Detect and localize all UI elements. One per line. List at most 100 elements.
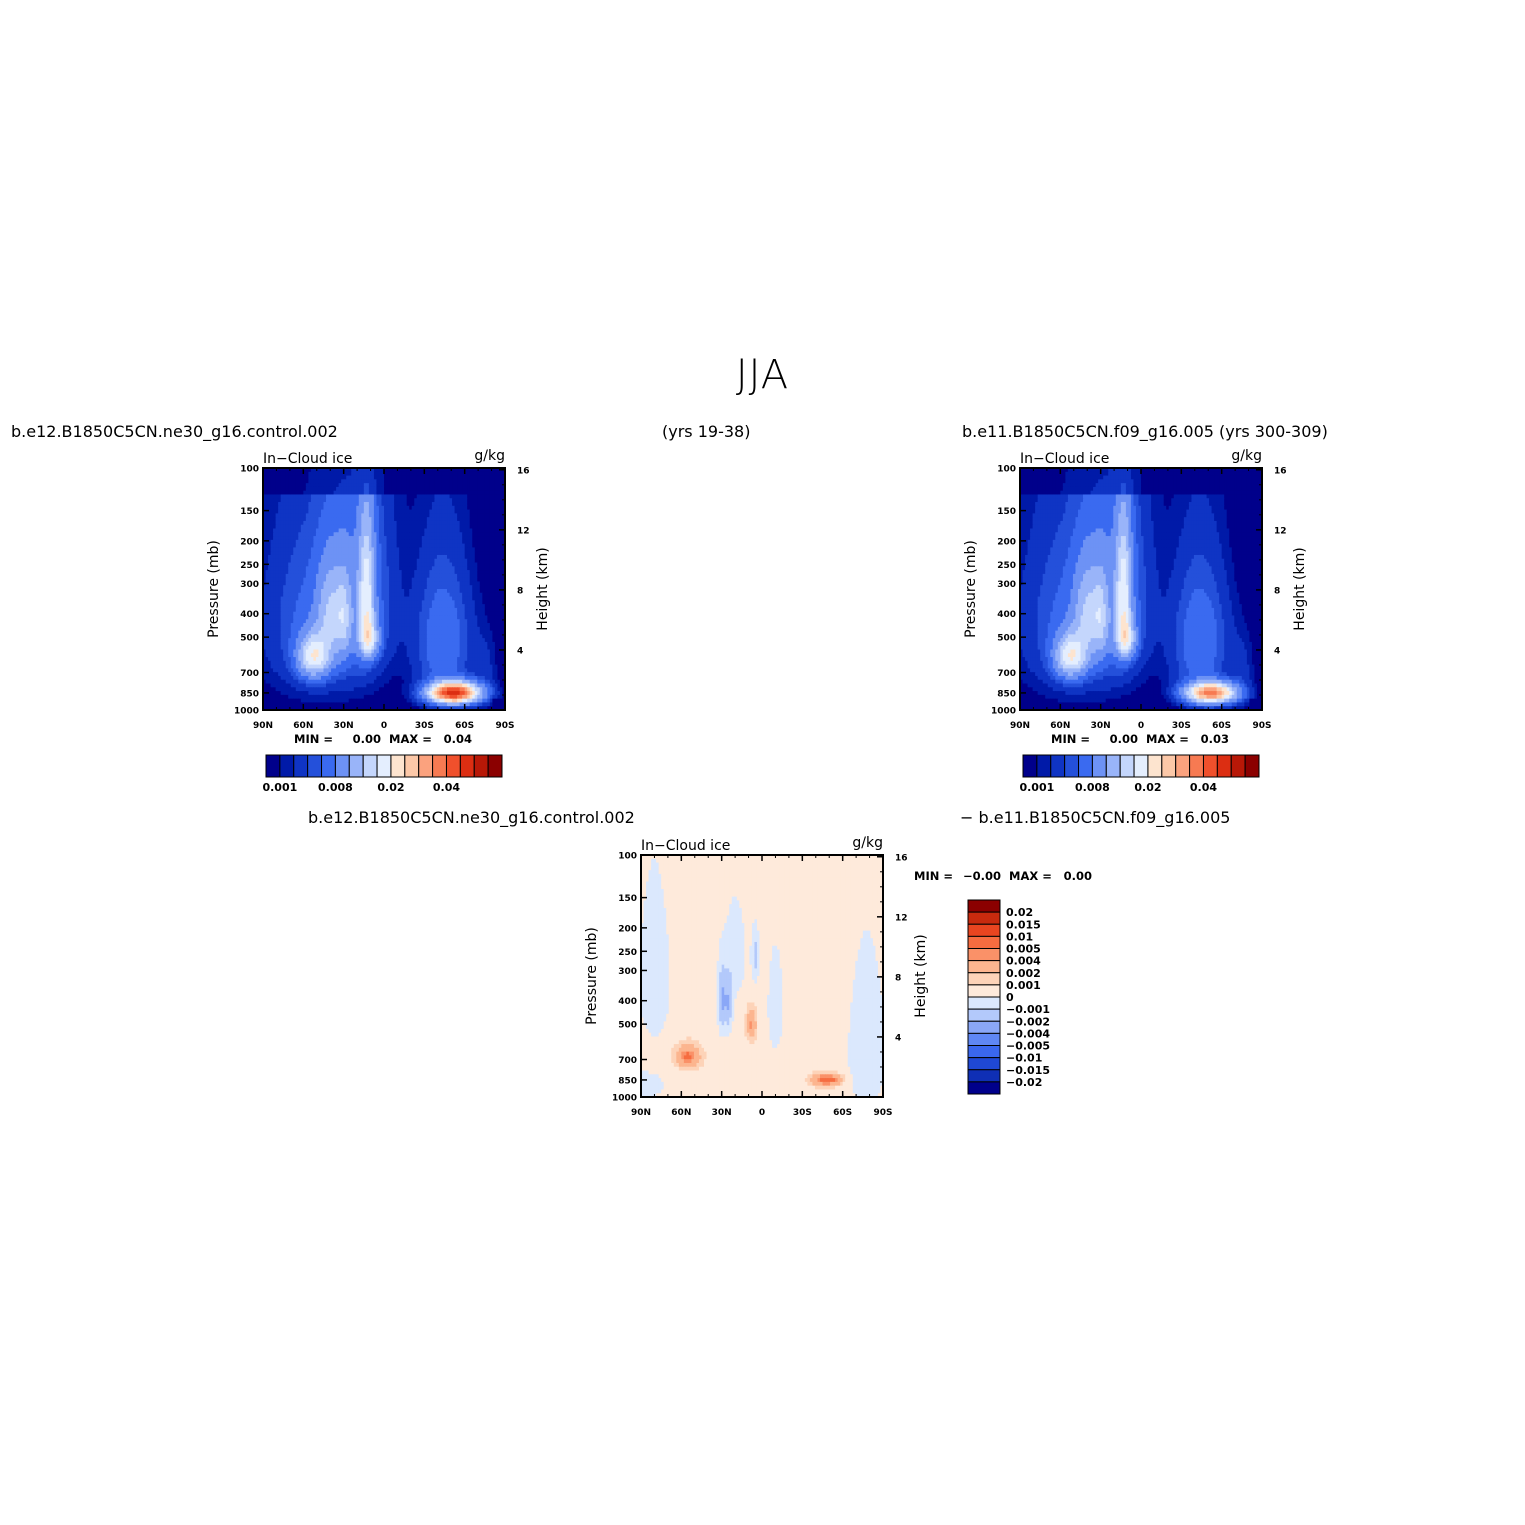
field-cell: [434, 486, 438, 492]
field-cell: [331, 494, 335, 499]
field-cell: [353, 475, 357, 480]
field-cell: [399, 471, 403, 477]
field-cell: [288, 483, 292, 488]
field-cell: [273, 502, 277, 507]
field-cell: [273, 479, 277, 484]
field-cell: [328, 505, 332, 511]
field-cell: [308, 517, 312, 522]
field-cell: [467, 486, 471, 492]
field-cell: [300, 479, 304, 484]
field-cell: [265, 509, 269, 514]
field-cell: [459, 494, 463, 499]
field-cell: [381, 471, 385, 477]
field-cell: [434, 479, 438, 484]
field-cell: [389, 468, 393, 473]
field-cell: [295, 513, 299, 518]
field-cell: [346, 490, 350, 496]
field-cell: [275, 486, 279, 492]
field-cell: [482, 505, 486, 511]
field-cell: [431, 483, 436, 488]
field-cell: [406, 517, 410, 522]
field-cell: [459, 483, 463, 488]
field-cell: [416, 509, 420, 514]
field-cell: [376, 509, 380, 514]
field-cell: [341, 520, 345, 526]
field-cell: [409, 509, 413, 514]
field-cell: [283, 479, 287, 484]
field-cell: [482, 479, 486, 484]
field-cell: [343, 513, 347, 518]
field-cell: [391, 490, 395, 496]
field-cell: [313, 479, 317, 484]
field-cell: [361, 513, 365, 518]
field-cell: [310, 468, 315, 473]
field-cell: [373, 490, 378, 496]
field-cell: [366, 483, 370, 488]
field-cell: [270, 502, 274, 507]
field-cell: [452, 475, 456, 480]
field-cell: [275, 517, 279, 522]
field-cell: [333, 483, 337, 488]
field-cell: [409, 517, 413, 522]
field-cell: [343, 479, 347, 484]
field-cell: [268, 490, 272, 496]
field-cell: [273, 486, 277, 492]
field-cell: [444, 479, 448, 484]
field-cell: [278, 509, 282, 514]
field-cell: [497, 505, 501, 511]
field-cell: [295, 498, 299, 503]
field-cell: [419, 509, 423, 514]
field-cell: [315, 494, 320, 499]
field-cell: [293, 509, 297, 514]
field-cell: [263, 513, 267, 518]
field-cell: [441, 517, 446, 522]
field-cell: [431, 513, 436, 518]
field-cell: [439, 517, 443, 522]
field-cell: [310, 498, 315, 503]
field-cell: [303, 513, 307, 518]
field-cell: [474, 513, 478, 518]
field-cell: [469, 486, 473, 492]
field-cell: [263, 486, 267, 492]
field-cell: [305, 471, 309, 477]
field-cell: [313, 490, 317, 496]
field-cell: [376, 475, 380, 480]
field-cell: [278, 505, 282, 511]
field-cell: [308, 513, 312, 518]
field-cell: [273, 490, 277, 496]
field-cell: [268, 494, 272, 499]
field-cell: [338, 494, 342, 499]
field-cell: [310, 479, 315, 484]
field-cell: [396, 468, 400, 473]
field-cell: [411, 483, 415, 488]
field-cell: [378, 498, 383, 503]
field-cell: [293, 517, 297, 522]
field-cell: [338, 471, 342, 477]
field-cell: [411, 494, 415, 499]
field-cell: [351, 505, 355, 511]
field-cell: [333, 490, 337, 496]
field-cell: [416, 502, 420, 507]
field-cell: [346, 517, 350, 522]
field-cell: [368, 483, 372, 488]
field-cell: [295, 486, 299, 492]
field-cell: [280, 468, 284, 473]
field-cell: [303, 490, 307, 496]
field-cell: [449, 471, 453, 477]
field-cell: [401, 486, 405, 492]
field-cell: [326, 498, 330, 503]
field-cell: [268, 498, 272, 503]
field-cell: [300, 475, 304, 480]
field-cell: [326, 517, 330, 522]
field-cell: [326, 475, 330, 480]
field-cell: [434, 505, 438, 511]
field-cell: [295, 494, 299, 499]
field-cell: [285, 520, 289, 526]
field-cell: [283, 520, 287, 526]
field-cell: [328, 513, 332, 518]
field-cell: [303, 479, 307, 484]
field-cell: [366, 490, 370, 496]
field-cell: [457, 513, 461, 518]
field-cell: [464, 490, 468, 496]
field-cell: [288, 471, 292, 477]
